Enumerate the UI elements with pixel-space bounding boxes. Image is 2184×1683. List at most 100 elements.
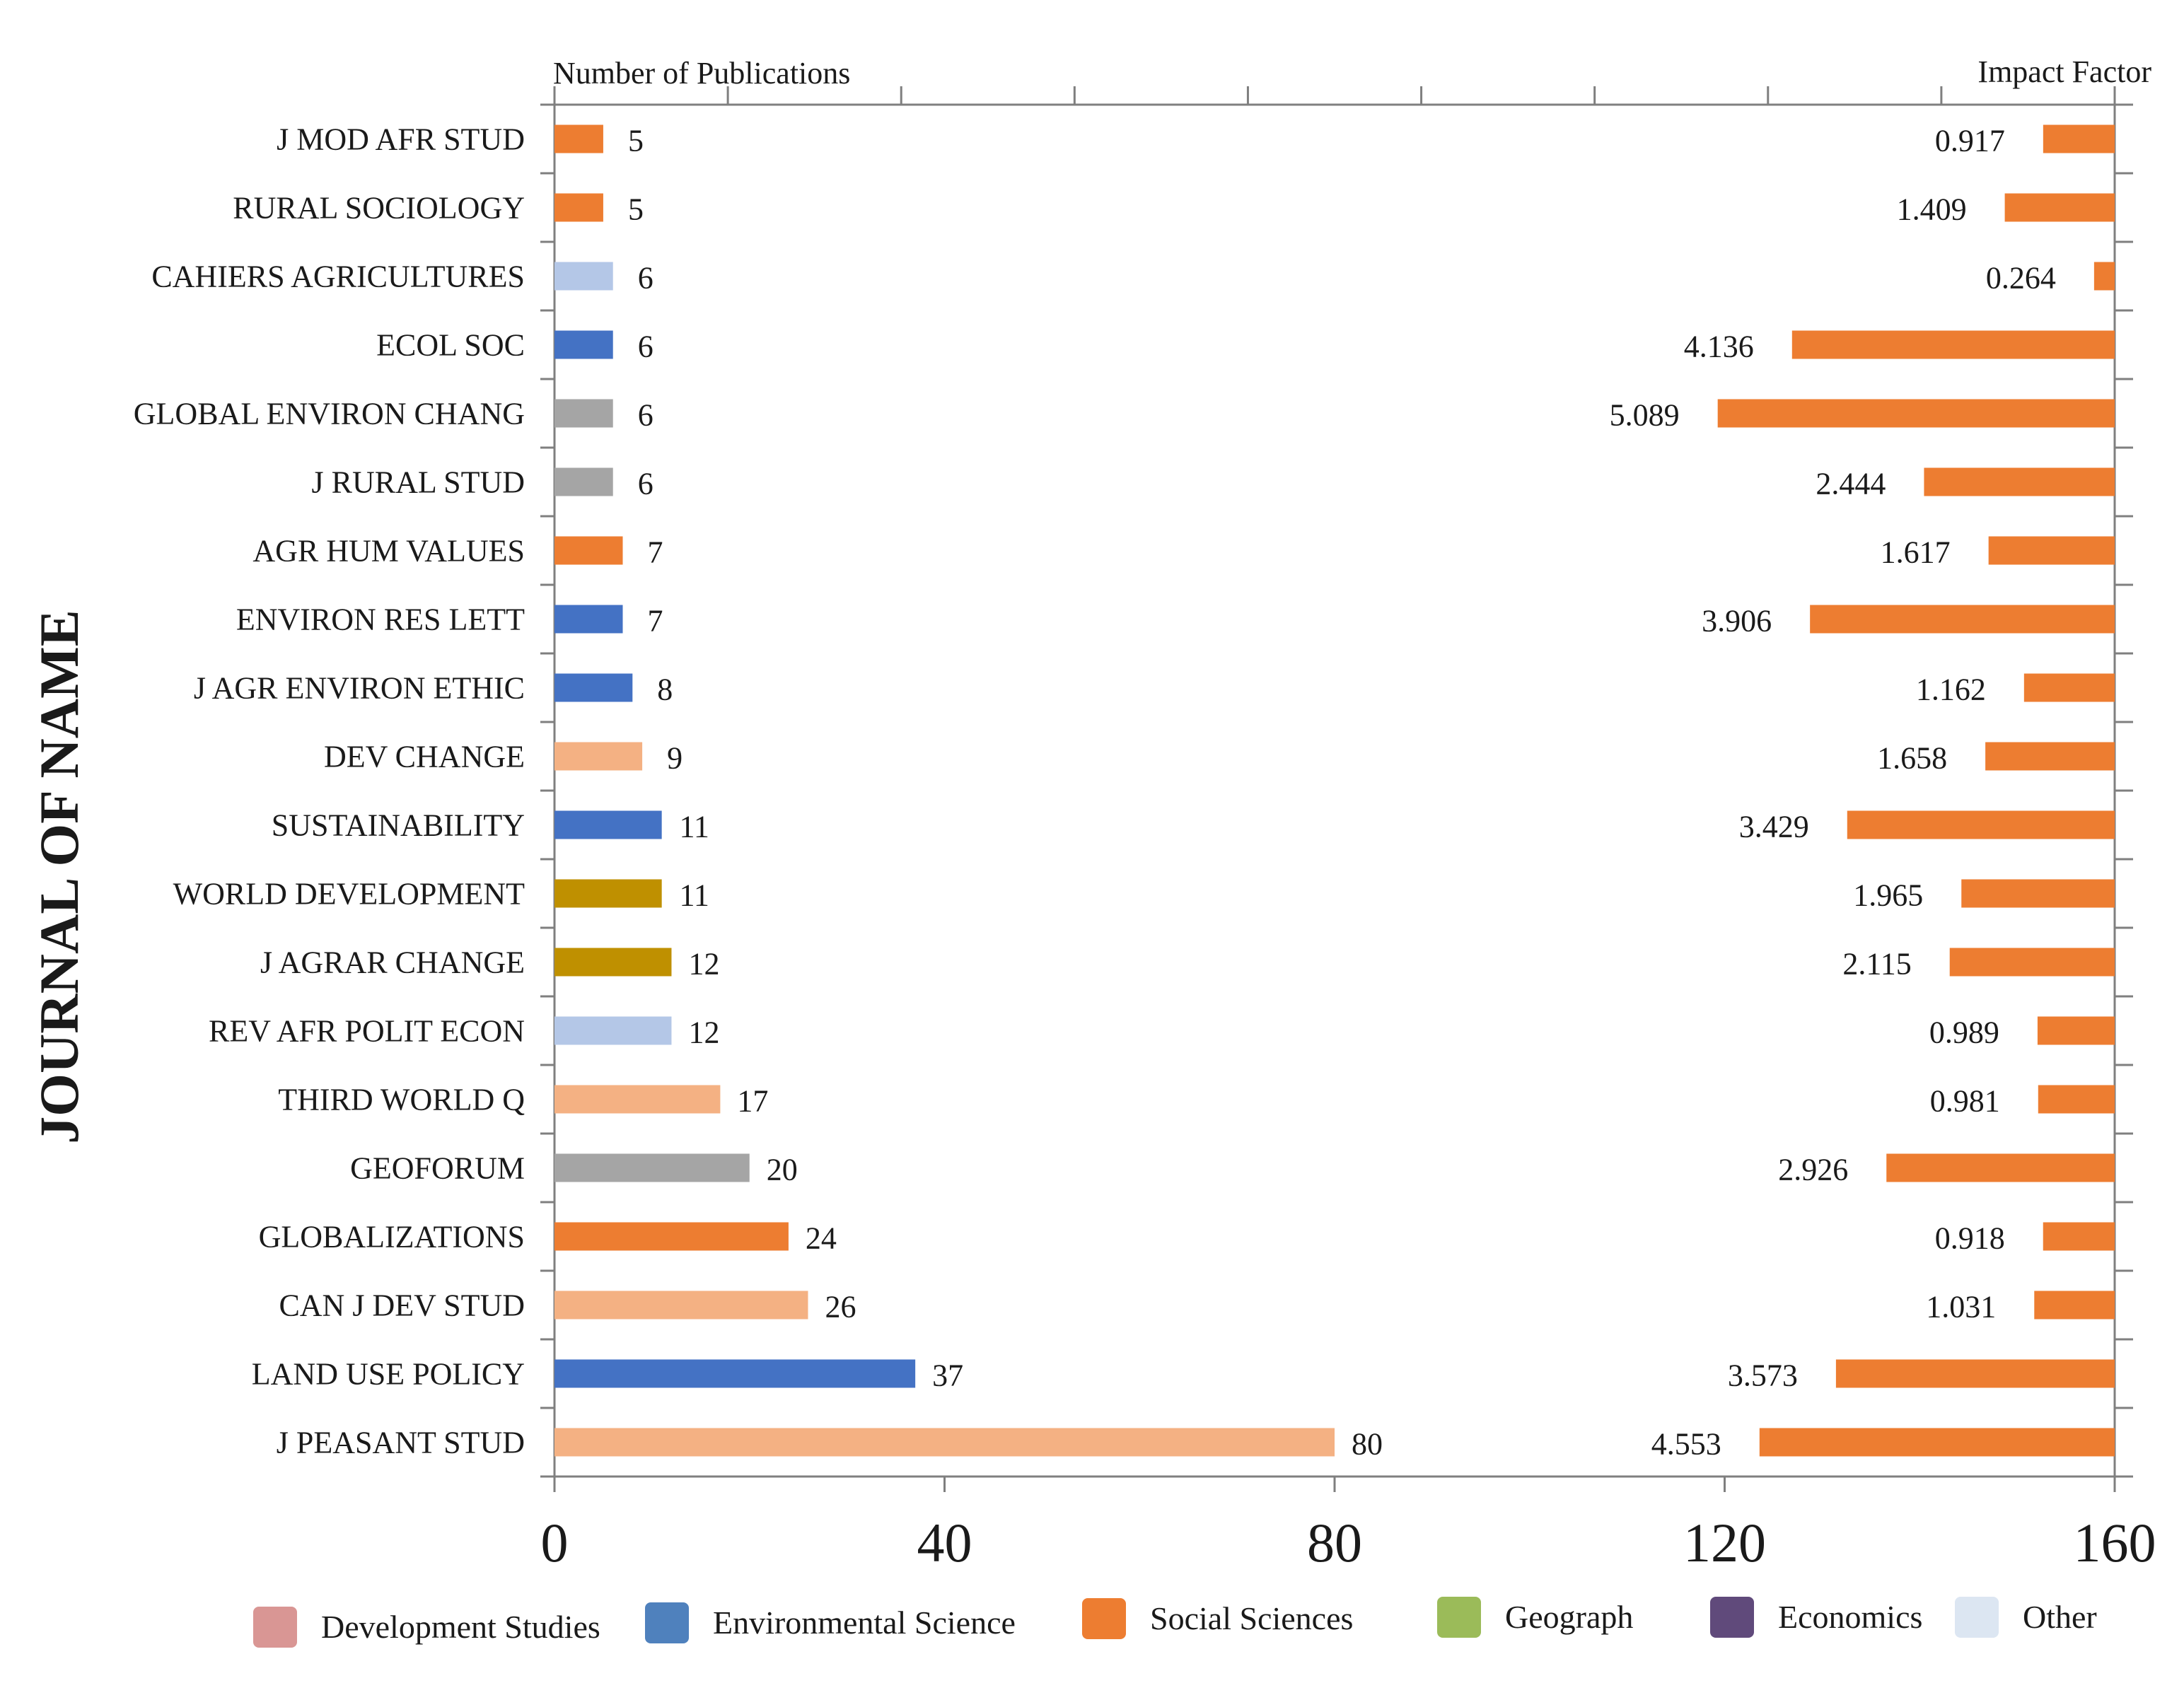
- publication-bar: [554, 1428, 1335, 1457]
- publication-value-label: 26: [825, 1290, 856, 1324]
- impact-factor-value-label: 5.089: [1610, 398, 1680, 433]
- publication-value-label: 11: [679, 810, 709, 844]
- impact-factor-bar: [2043, 1222, 2115, 1251]
- publication-bar: [554, 124, 603, 153]
- impact-factor-bar: [1810, 605, 2115, 634]
- labels: J MOD AFR STUD 5 0.917 RURAL SOCIOLOGY 5 1.40…: [134, 122, 2056, 1462]
- impact-factor-value-label: 0.989: [1929, 1015, 1999, 1050]
- impact-factor-bar: [1886, 1153, 2115, 1182]
- publication-value-label: 6: [638, 467, 654, 501]
- publication-bar: [554, 1291, 808, 1320]
- journal-label: LAND USE POLICY: [252, 1357, 525, 1392]
- publication-bar: [554, 1016, 672, 1045]
- impact-factor-value-label: 3.573: [1728, 1358, 1798, 1393]
- publication-bar: [554, 262, 613, 291]
- publication-value-label: 11: [679, 878, 709, 913]
- publication-value-label: 5: [628, 192, 644, 227]
- impact-factor-value-label: 2.926: [1778, 1153, 1848, 1187]
- impact-factor-value-label: 0.981: [1930, 1084, 2000, 1119]
- journal-label: J RURAL STUD: [311, 465, 525, 500]
- publication-value-label: 80: [1352, 1427, 1383, 1462]
- publication-bar: [554, 605, 623, 634]
- impact-factor-bar: [1847, 810, 2115, 839]
- impact-factor-value-label: 3.906: [1702, 604, 1772, 639]
- y-axis-title: JOURNAL OF NAME: [28, 610, 90, 1143]
- impact-factor-value-label: 1.031: [1926, 1290, 1996, 1324]
- legend-swatch: [1437, 1597, 1481, 1638]
- impact-factor-bar: [1717, 399, 2115, 428]
- impact-factor-bar: [1759, 1428, 2115, 1457]
- impact-factor-bar: [2004, 193, 2115, 222]
- publication-value-label: 12: [688, 947, 719, 982]
- publication-value-label: 7: [648, 604, 663, 639]
- legend-label: Environmental Science: [713, 1605, 1016, 1641]
- publication-value-label: 9: [667, 741, 682, 776]
- publication-bar: [554, 1153, 750, 1182]
- x-tick-label: 0: [541, 1512, 569, 1573]
- publication-bar: [554, 1085, 721, 1114]
- journal-label: THIRD WORLD Q: [278, 1083, 525, 1117]
- impact-factor-value-label: 4.553: [1651, 1427, 1721, 1462]
- impact-factor-bar: [1924, 467, 2115, 496]
- journal-label: GLOBALIZATIONS: [259, 1220, 525, 1254]
- publication-bar: [554, 193, 603, 222]
- publication-bar: [554, 399, 613, 428]
- impact-factor-bar: [1835, 1359, 2115, 1388]
- impact-factor-value-label: 2.444: [1816, 467, 1886, 501]
- publication-value-label: 8: [657, 672, 673, 707]
- x-tick-label: 80: [1307, 1512, 1362, 1573]
- left-axis-title: Number of Publications: [553, 56, 850, 91]
- legend-swatch: [1955, 1597, 1999, 1638]
- legend-swatch: [1082, 1598, 1126, 1639]
- impact-factor-bar: [2034, 1291, 2115, 1320]
- impact-factor-value-label: 1.658: [1877, 741, 1947, 776]
- journal-label: GLOBAL ENVIRON CHANG: [134, 397, 525, 431]
- impact-factor-bar: [2038, 1085, 2115, 1114]
- impact-factor-value-label: 1.162: [1916, 672, 1986, 707]
- impact-factor-bars: [1717, 124, 2115, 1457]
- impact-factor-bar: [1985, 742, 2115, 771]
- publication-bar: [554, 673, 633, 702]
- journal-label: J AGRAR CHANGE: [260, 945, 525, 980]
- legend-swatch: [1710, 1597, 1754, 1638]
- publication-bar: [554, 742, 643, 771]
- publication-bar: [554, 810, 662, 839]
- publication-value-label: 24: [806, 1221, 837, 1256]
- x-tick-label: 120: [1683, 1512, 1766, 1573]
- x-tick-label: 40: [917, 1512, 972, 1573]
- publication-value-label: 7: [648, 535, 663, 570]
- legend-swatch: [645, 1602, 689, 1643]
- publication-bar: [554, 330, 613, 359]
- impact-factor-value-label: 4.136: [1684, 330, 1754, 364]
- journal-label: SUSTAINABILITY: [272, 808, 525, 843]
- journal-label: AGR HUM VALUES: [252, 534, 525, 569]
- legend-swatch: [253, 1607, 297, 1648]
- journal-label: REV AFR POLIT ECON: [209, 1014, 525, 1049]
- publication-value-label: 12: [688, 1015, 719, 1050]
- legend-label: Development Studies: [321, 1609, 600, 1645]
- impact-factor-value-label: 1.409: [1897, 192, 1967, 227]
- impact-factor-bar: [1988, 536, 2115, 565]
- journal-label: J PEASANT STUD: [277, 1426, 525, 1460]
- publication-value-label: 6: [638, 261, 654, 296]
- impact-factor-value-label: 3.429: [1739, 810, 1809, 844]
- publication-bar: [554, 536, 623, 565]
- legend-label: Economics: [1778, 1599, 1922, 1635]
- publication-bar: [554, 1359, 916, 1388]
- impact-factor-bar: [1949, 948, 2115, 977]
- impact-factor-value-label: 0.918: [1935, 1221, 2005, 1256]
- journal-label: RURAL SOCIOLOGY: [233, 191, 525, 226]
- journal-label: CAN J DEV STUD: [279, 1288, 525, 1323]
- publication-value-label: 17: [737, 1084, 768, 1119]
- journal-label: GEOFORUM: [350, 1151, 525, 1186]
- journal-label: J MOD AFR STUD: [277, 122, 525, 157]
- publication-bar: [554, 467, 613, 496]
- journal-label: ECOL SOC: [376, 328, 525, 363]
- journal-label: WORLD DEVELOPMENT: [173, 877, 525, 912]
- publication-bar: [554, 879, 662, 908]
- impact-factor-bar: [1791, 330, 2115, 359]
- x-tick-labels: 0 40 80 120 160: [541, 1512, 2156, 1573]
- x-tick-label: 160: [2074, 1512, 2156, 1573]
- impact-factor-bar: [2043, 124, 2115, 153]
